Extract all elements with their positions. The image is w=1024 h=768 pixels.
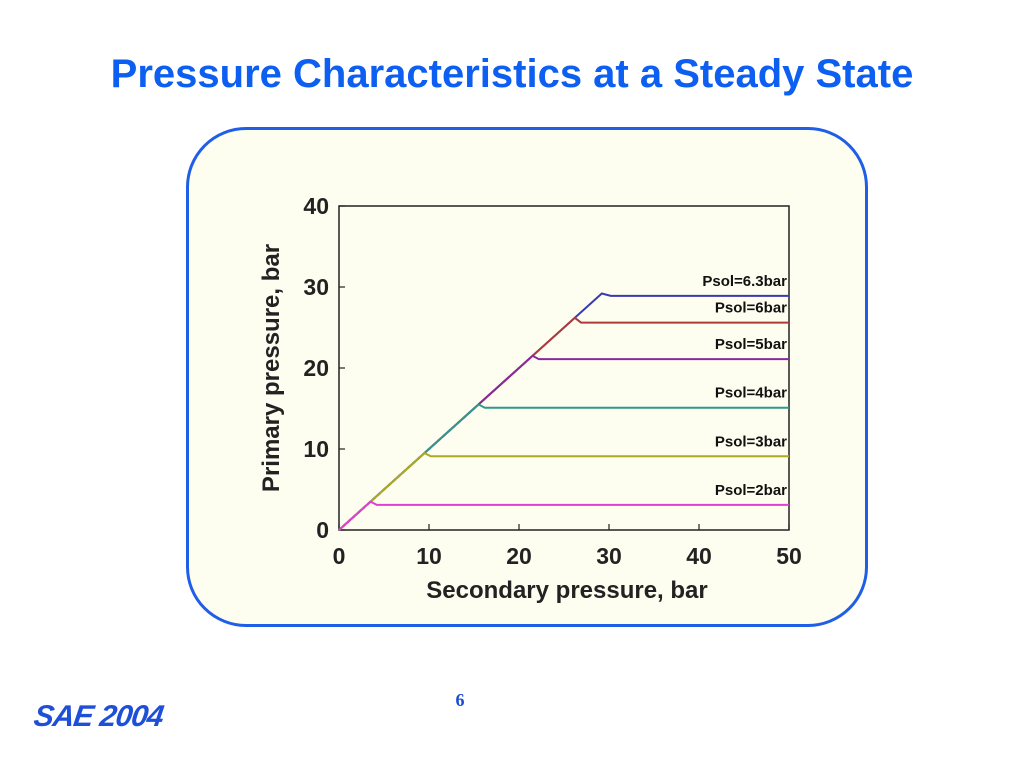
series-lines: [338, 292, 789, 531]
series-labels: Psol=6.3bar Psol=6bar Psol=5bar Psol=4bar Ps…: [702, 273, 787, 499]
axis-ticks: 0 10 20 30 40 50 0 10 20 30 40: [303, 193, 801, 569]
series-label: Psol=5bar: [715, 336, 787, 353]
y-tick-label: 0: [316, 517, 329, 543]
y-tick-label: 10: [303, 436, 329, 462]
y-tick-label: 40: [303, 193, 329, 219]
slide-title: Pressure Characteristics at a Steady Sta…: [110, 52, 914, 96]
pressure-chart: 0 10 20 30 40 50 0 10 20 30 40 Psol=6.3bar Psol=6ba…: [258, 193, 802, 604]
series-line: [338, 451, 789, 531]
series-label: Psol=6.3bar: [702, 273, 787, 290]
x-tick-label: 10: [416, 543, 442, 569]
y-tick-label: 30: [303, 274, 329, 300]
series-line: [338, 500, 789, 531]
series-label: Psol=3bar: [715, 433, 787, 450]
x-tick-label: 50: [776, 543, 802, 569]
x-tick-label: 40: [686, 543, 712, 569]
y-tick-label: 20: [303, 355, 329, 381]
series-label: Psol=6bar: [715, 300, 787, 317]
series-label: Psol=4bar: [715, 385, 787, 402]
x-tick-label: 20: [506, 543, 532, 569]
series-label: Psol=2bar: [715, 482, 787, 499]
chart-frame: 0 10 20 30 40 50 0 10 20 30 40 Psol=6.3bar Psol=6ba…: [186, 127, 868, 627]
page-number: 6: [455, 690, 465, 710]
x-axis-title: Secondary pressure, bar: [426, 577, 707, 604]
x-tick-label: 30: [596, 543, 622, 569]
series-line: [338, 403, 789, 531]
sae-logo: SAE 2004: [31, 700, 166, 733]
x-tick-label: 0: [333, 543, 346, 569]
y-axis-title: Primary pressure, bar: [258, 244, 285, 492]
